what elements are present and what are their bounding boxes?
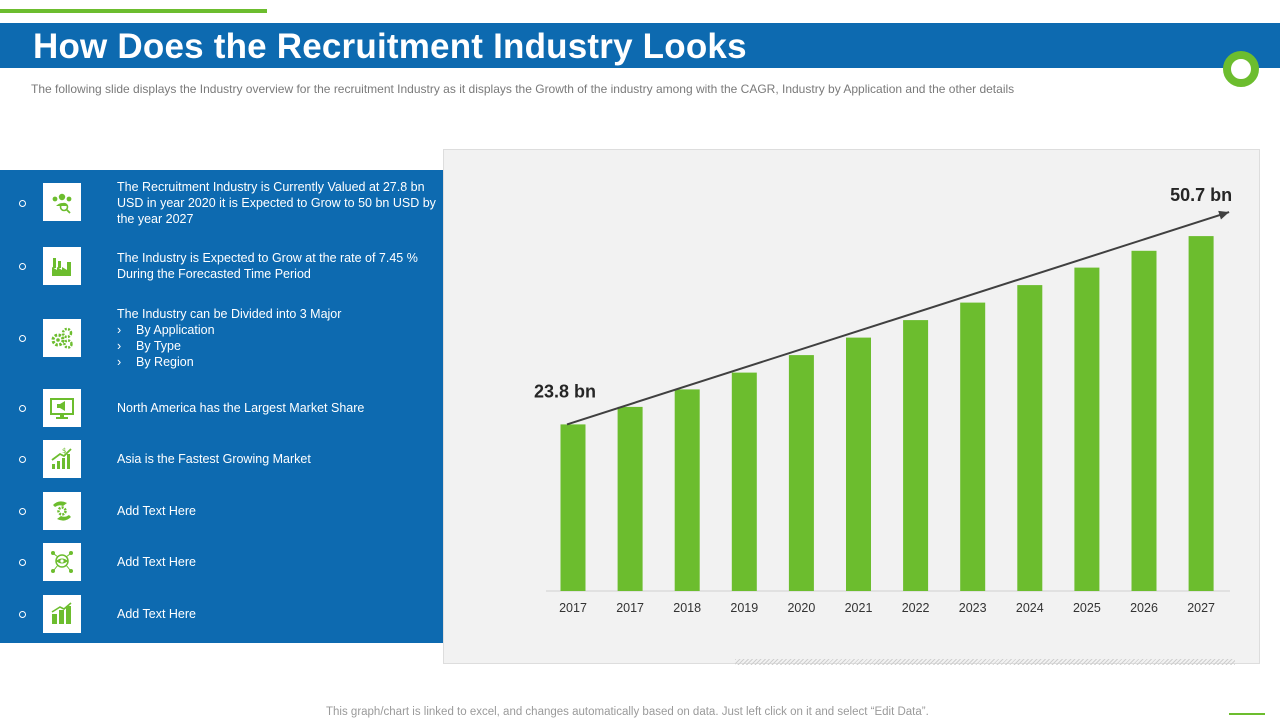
bullet-icon [19, 263, 26, 270]
x-tick-label: 2020 [787, 601, 815, 615]
page-subtitle: The following slide displays the Industr… [31, 82, 1015, 96]
x-tick-label: 2021 [845, 601, 873, 615]
x-tick-label: 2018 [673, 601, 701, 615]
info-text: The Recruitment Industry is Currently Va… [117, 180, 436, 226]
x-tick-label: 2027 [1187, 601, 1215, 615]
page-title: How Does the Recruitment Industry Looks [33, 27, 747, 66]
svg-text:$: $ [62, 447, 66, 455]
bar-chart: 2017 2017 2018 2019 2020 2021 2022 2023 2024 2025… [534, 185, 1232, 615]
hands-gear-icon [43, 492, 81, 530]
bar [846, 337, 871, 591]
trend-arrow-head [1218, 210, 1230, 220]
factory-icon [43, 247, 81, 285]
x-tick-label: 2024 [1016, 601, 1044, 615]
sub-item: By Application [117, 322, 467, 338]
bullet-icon [19, 200, 26, 207]
bar [1188, 236, 1214, 591]
frame-shadow [735, 659, 1235, 665]
x-tick-label: 2026 [1130, 601, 1158, 615]
x-tick-label: 2017 [559, 601, 587, 615]
bar [788, 355, 814, 591]
network-eye-icon [43, 543, 81, 581]
bar [960, 302, 986, 591]
info-panel: The Recruitment Industry is Currently Va… [0, 170, 483, 643]
start-value-label: 23.8 bn [534, 381, 596, 401]
title-bar [0, 23, 1280, 68]
x-tick-label: 2023 [959, 601, 987, 615]
bar [731, 372, 757, 591]
trend-arrow-line [566, 211, 1230, 426]
bar [1131, 250, 1157, 592]
bar [1074, 267, 1100, 591]
bar [617, 406, 643, 591]
monitor-megaphone-icon [43, 389, 81, 427]
footer-accent-line [1229, 713, 1265, 715]
bar [1017, 285, 1043, 591]
sub-item: By Type [117, 338, 467, 354]
end-value-label: 50.7 bn [1170, 185, 1232, 205]
bar [560, 424, 586, 591]
ring-icon [1223, 51, 1259, 87]
bullet-icon [19, 405, 26, 412]
bullet-icon [19, 508, 26, 515]
bar [903, 320, 929, 591]
growth-chart-icon: $ [43, 440, 81, 478]
bar [674, 389, 700, 591]
bullet-icon [19, 559, 26, 566]
info-text: Add Text Here [117, 504, 196, 518]
info-text: Add Text Here [117, 607, 196, 621]
gears-icon [43, 319, 81, 357]
info-text: Asia is the Fastest Growing Market [117, 452, 311, 466]
top-accent-line [0, 9, 267, 13]
x-tick-label: 2022 [902, 601, 930, 615]
x-tick-label: 2025 [1073, 601, 1101, 615]
info-text: Add Text Here [117, 555, 196, 569]
bullet-icon [19, 611, 26, 618]
info-text: The Industry is Expected to Grow at the … [117, 251, 418, 281]
bar-chart-icon [43, 595, 81, 633]
sub-item: By Region [117, 354, 467, 370]
people-search-icon [43, 183, 81, 221]
info-text: The Industry can be Divided into 3 Major… [117, 306, 467, 370]
info-text: North America has the Largest Market Sha… [117, 401, 365, 415]
footer-note: This graph/chart is linked to excel, and… [326, 706, 929, 718]
x-tick-label: 2019 [730, 601, 758, 615]
bullet-icon [19, 456, 26, 463]
x-tick-label: 2017 [616, 601, 644, 615]
bullet-icon [19, 335, 26, 342]
